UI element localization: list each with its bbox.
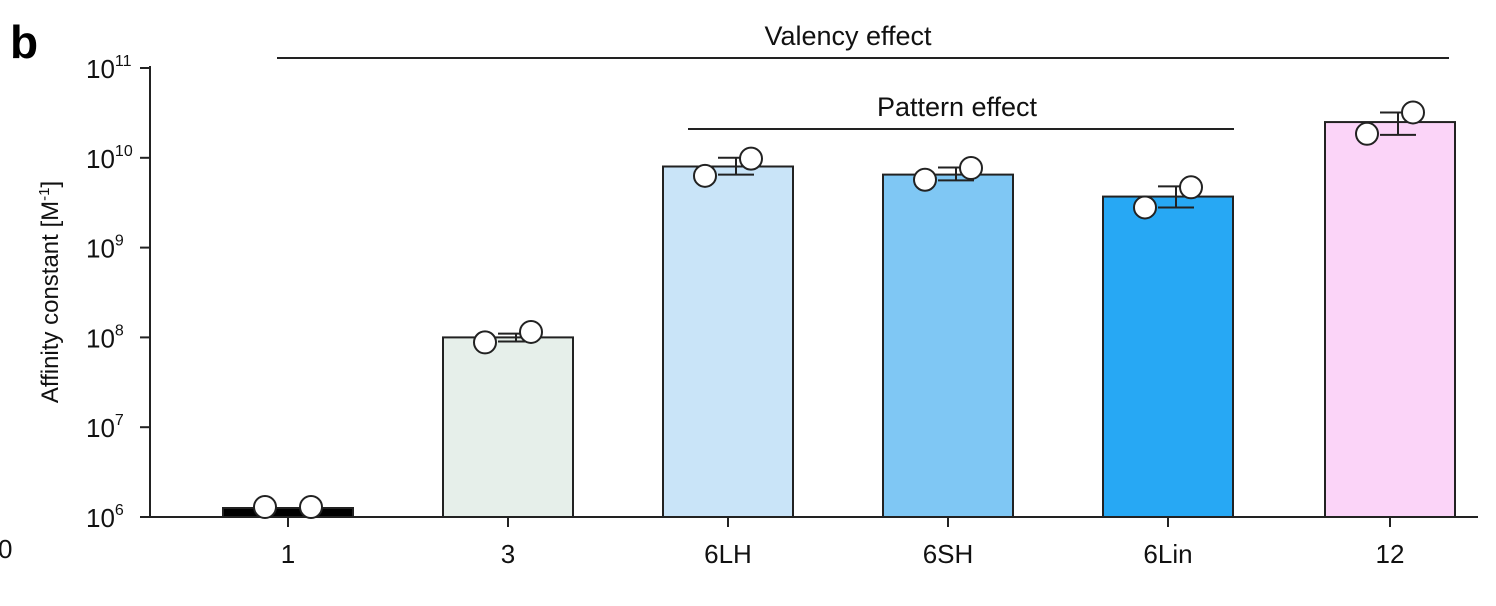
y-axis-title-sup: -1 bbox=[36, 188, 53, 201]
y-tick-base: 10 bbox=[86, 503, 115, 533]
y-tick-label: 1010 bbox=[86, 143, 133, 174]
y-axis-title-main: Affinity constant [M bbox=[37, 201, 64, 403]
data-point-6LH bbox=[693, 163, 717, 188]
data-point-3 bbox=[519, 319, 543, 344]
y-tick-label: 107 bbox=[86, 412, 124, 443]
y-tick-exponent: 10 bbox=[115, 143, 133, 160]
x-tick-label: 6Lin bbox=[1143, 539, 1192, 569]
data-point-12 bbox=[1401, 100, 1425, 125]
annotation-label: Pattern effect bbox=[877, 92, 1038, 122]
data-point-6Lin bbox=[1179, 175, 1203, 200]
panel-label: b bbox=[10, 16, 38, 68]
x-tick-label: 6LH bbox=[704, 539, 752, 569]
data-point-3 bbox=[473, 330, 497, 355]
y-tick-exponent: 11 bbox=[115, 53, 132, 70]
annotation-label: Valency effect bbox=[764, 21, 932, 51]
x-tick-label: 12 bbox=[1376, 539, 1405, 569]
x-tick-label: 1 bbox=[281, 539, 295, 569]
data-point-6SH bbox=[913, 167, 937, 192]
data-point-6Lin bbox=[1133, 195, 1157, 220]
y-tick-exponent: 7 bbox=[115, 412, 124, 429]
bar-6SH bbox=[882, 173, 1014, 519]
bar-1 bbox=[222, 507, 354, 518]
y-tick-base: 10 bbox=[86, 413, 115, 443]
y-tick-exponent: 6 bbox=[115, 502, 124, 519]
data-point-6SH bbox=[959, 155, 983, 180]
left-edge-fragment: 0 bbox=[0, 534, 12, 564]
y-tick-exponent: 9 bbox=[115, 233, 124, 250]
data-points bbox=[253, 100, 1425, 519]
x-tick-label: 3 bbox=[501, 539, 515, 569]
bar-3 bbox=[442, 336, 574, 518]
data-point-1 bbox=[253, 495, 277, 519]
y-tick-base: 10 bbox=[86, 234, 115, 264]
y-tick-label: 1011 bbox=[86, 53, 132, 84]
y-tick-base: 10 bbox=[86, 54, 115, 84]
y-tick-label: 108 bbox=[86, 322, 124, 353]
annotations: Valency effect Pattern effect bbox=[277, 21, 1449, 130]
data-point-6LH bbox=[739, 146, 763, 171]
y-axis-title: Affinity constant [M-1] bbox=[36, 181, 64, 403]
y-tick-exponent: 8 bbox=[115, 322, 124, 339]
y-tick-base: 10 bbox=[86, 144, 115, 174]
data-point-12 bbox=[1355, 121, 1379, 146]
y-tick-label: 109 bbox=[86, 233, 124, 264]
bar-6Lin bbox=[1102, 195, 1234, 519]
bar-6LH bbox=[662, 165, 794, 518]
x-tick-label: 6SH bbox=[923, 539, 974, 569]
bars bbox=[222, 121, 1456, 519]
y-axis-title-close: ] bbox=[37, 181, 64, 188]
bar-12 bbox=[1324, 121, 1456, 518]
y-tick-label: 106 bbox=[86, 502, 124, 533]
y-tick-base: 10 bbox=[86, 323, 115, 353]
data-point-1 bbox=[299, 495, 323, 519]
